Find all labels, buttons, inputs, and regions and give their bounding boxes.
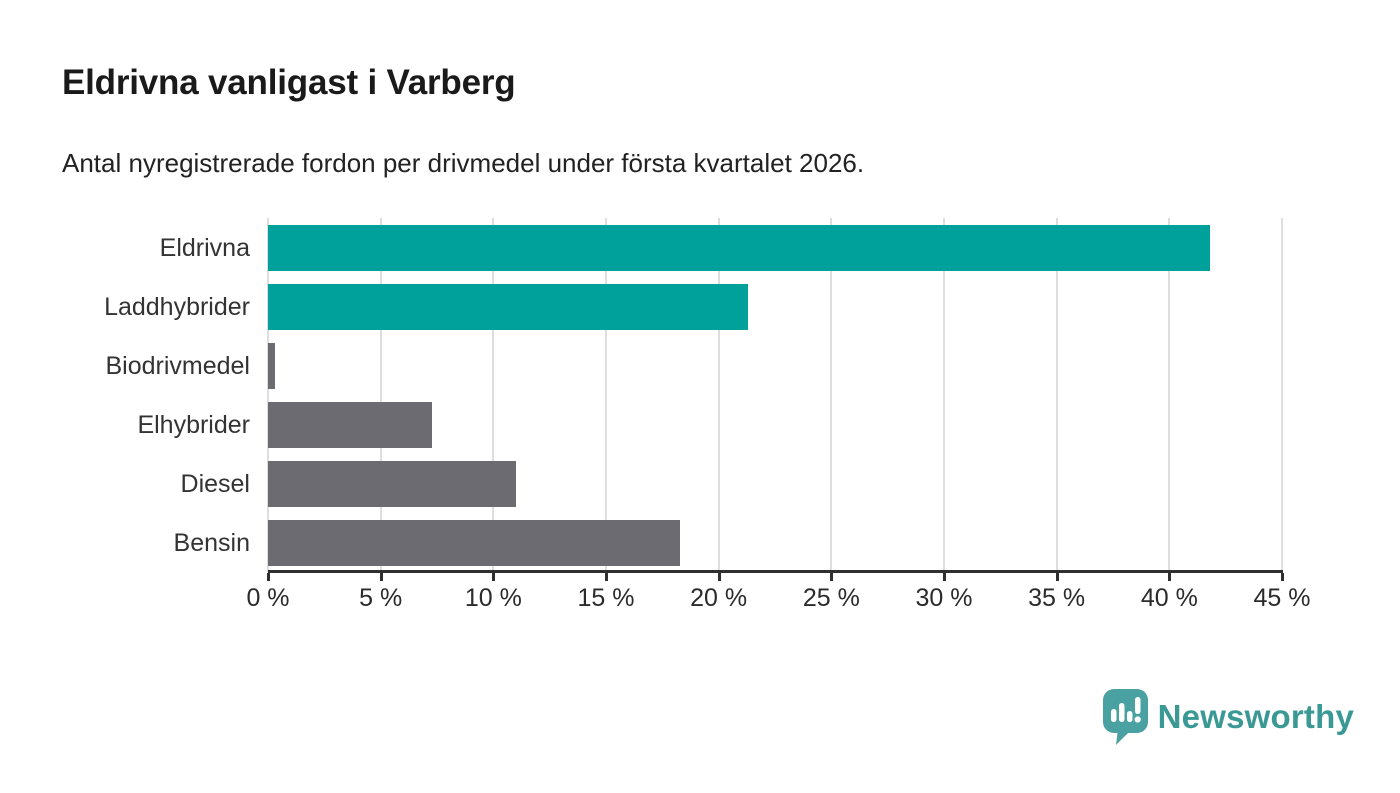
newsworthy-logo-icon bbox=[1102, 689, 1148, 745]
category-axis-labels: Eldrivna Laddhybrider Biodrivmedel Elhybrid… bbox=[0, 218, 250, 572]
plot-area bbox=[267, 218, 1284, 581]
x-axis-tick-labels: 0 % 5 % 10 % 15 % 20 % 25 % 30 % 35 % 40 % 45 % bbox=[246, 218, 1310, 612]
x-axis-tick-label-15: 15 % bbox=[577, 584, 635, 612]
x-axis-tick-label-20: 20 % bbox=[690, 584, 748, 612]
bar-laddhybrider bbox=[268, 284, 748, 330]
chart-subtitle: Antal nyregistrerade fordon per drivmede… bbox=[62, 148, 865, 178]
x-axis-tick-label-40: 40 % bbox=[1140, 584, 1198, 612]
x-axis-tick-label-30: 30 % bbox=[915, 584, 973, 612]
x-axis-tick-40 bbox=[1168, 573, 1172, 581]
category-label-bensin: Bensin bbox=[173, 529, 250, 557]
gridline-40-pct bbox=[1168, 218, 1171, 572]
x-axis-tick-label-10: 10 % bbox=[464, 584, 522, 612]
category-label-laddhybrider: Laddhybrider bbox=[104, 293, 250, 321]
chart-title: Eldrivna vanligast i Varberg bbox=[62, 63, 516, 102]
bar-chart: Eldrivna Laddhybrider Biodrivmedel Elhybrid… bbox=[0, 218, 1400, 638]
category-label-diesel: Diesel bbox=[180, 470, 250, 498]
bar-diesel bbox=[268, 461, 516, 507]
x-axis-tick-label-5: 5 % bbox=[359, 584, 403, 612]
x-axis-tick-25 bbox=[830, 573, 834, 581]
x-axis-tick-label-35: 35 % bbox=[1028, 584, 1086, 612]
x-axis-line bbox=[268, 570, 1283, 573]
x-axis-tick-0 bbox=[267, 573, 270, 581]
category-label-elhybrider: Elhybrider bbox=[137, 411, 250, 439]
gridline-15-pct bbox=[605, 218, 607, 572]
brand-name: Newsworthy bbox=[1157, 698, 1354, 735]
gridline-0-pct bbox=[267, 218, 269, 572]
category-label-eldrivna: Eldrivna bbox=[159, 234, 250, 262]
x-axis-tick-label-45: 45 % bbox=[1253, 584, 1311, 612]
x-axis-tick-10 bbox=[492, 573, 496, 581]
branding: Newsworthy bbox=[1102, 688, 1354, 746]
gridline-30-pct bbox=[943, 218, 945, 572]
gridline-25-pct bbox=[830, 218, 833, 572]
category-label-biodrivmedel: Biodrivmedel bbox=[105, 352, 250, 380]
bar-elhybrider bbox=[268, 402, 433, 448]
gridline-20-pct bbox=[717, 218, 720, 572]
x-axis-tick-label-25: 25 % bbox=[802, 584, 860, 612]
x-axis-tick-35 bbox=[1055, 573, 1059, 581]
gridline-35-pct bbox=[1055, 218, 1058, 572]
gridline-10-pct bbox=[492, 218, 495, 572]
x-axis-tick-5 bbox=[379, 573, 383, 581]
gridline-45-pct bbox=[1281, 218, 1283, 572]
x-axis-tick-20 bbox=[717, 573, 721, 581]
gridline-5-pct bbox=[379, 218, 382, 572]
bar-bensin bbox=[268, 520, 681, 566]
x-axis-tick-15 bbox=[605, 573, 608, 581]
bar-biodrivmedel bbox=[268, 343, 275, 389]
bar-eldrivna bbox=[268, 225, 1210, 271]
x-axis-tick-45 bbox=[1281, 573, 1284, 581]
x-axis-tick-30 bbox=[943, 573, 946, 581]
x-axis-tick-label-0: 0 % bbox=[246, 584, 290, 612]
